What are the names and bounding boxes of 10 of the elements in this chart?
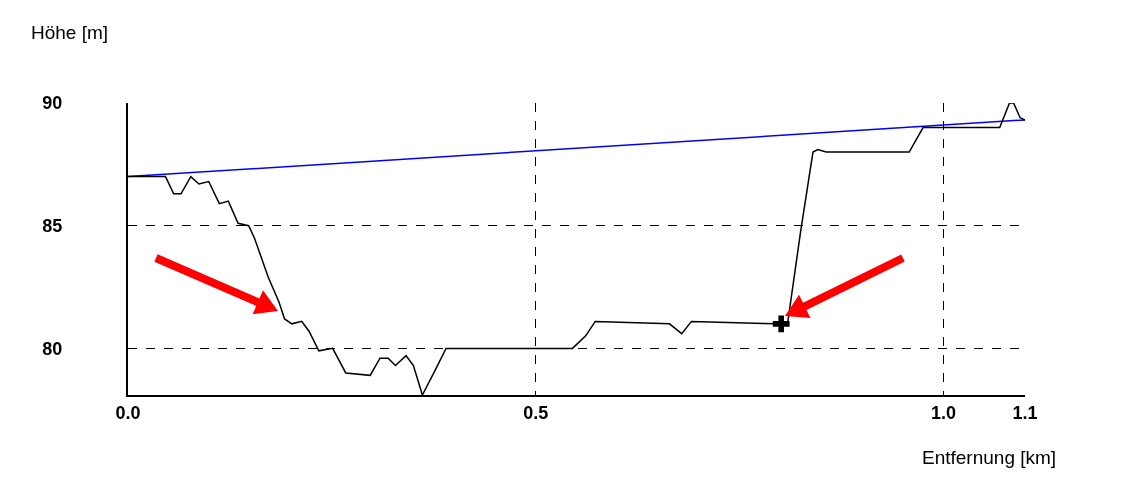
line-series (128, 103, 1025, 395)
x-tick-label: 1.0 (930, 402, 956, 423)
x-tick-label: 1.1 (1012, 402, 1038, 423)
x-tick-label: 0.0 (115, 402, 141, 423)
y-axis-title: Höhe [m] (31, 22, 109, 43)
y-tick-label: 80 (42, 338, 63, 359)
x-tick-label: 0.5 (523, 402, 549, 423)
y-tick-label: 90 (42, 93, 63, 114)
y-tick-label: 85 (42, 215, 63, 236)
x-axis-title: Entfernung [km] (922, 447, 1057, 468)
